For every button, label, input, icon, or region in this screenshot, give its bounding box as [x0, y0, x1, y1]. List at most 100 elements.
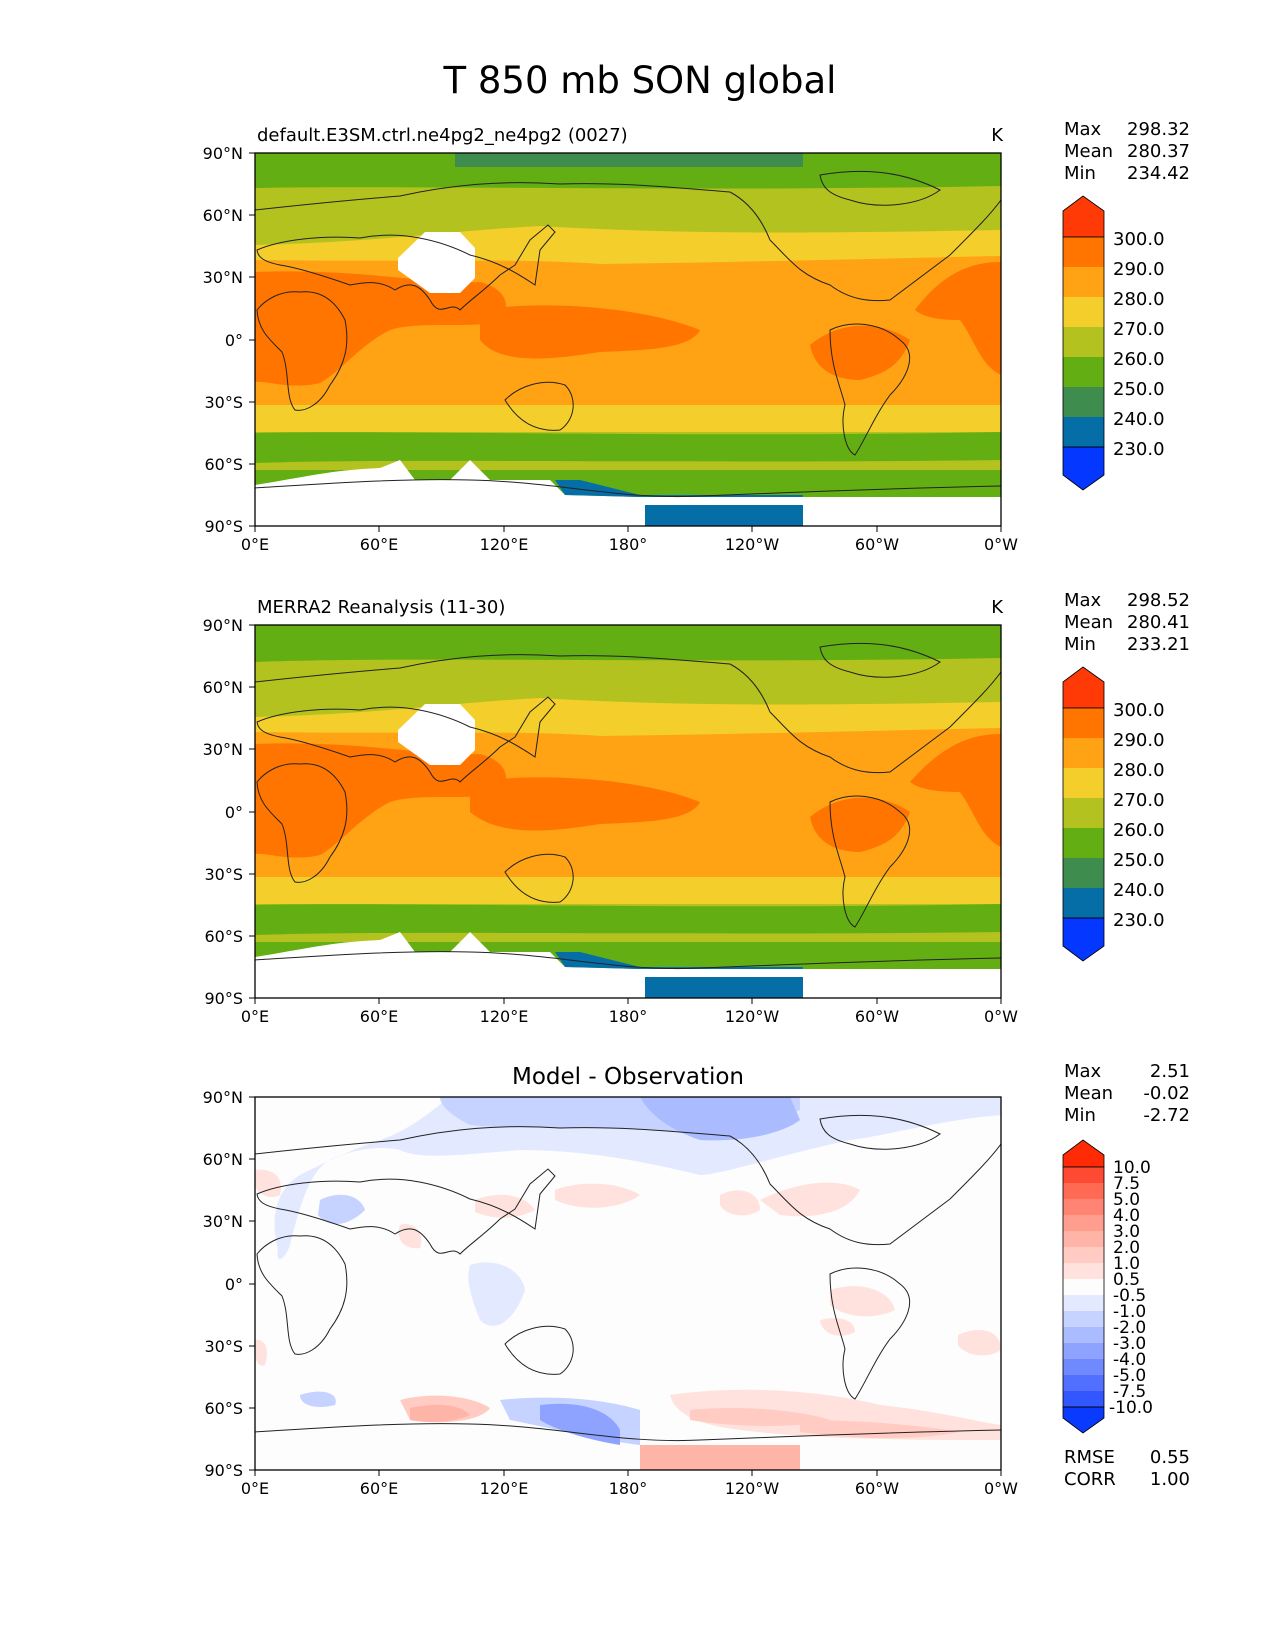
- colorbar-label: 270.0: [1113, 319, 1165, 340]
- x-axis: 0°E 60°E 120°E 180° 120°W 60°W 0°W: [241, 998, 1018, 1026]
- x-tick-label: 0°W: [984, 1479, 1018, 1498]
- colorbar-label: 3.0: [1113, 1222, 1140, 1242]
- x-axis: 0°E 60°E 120°E 180° 120°W 60°W 0°W: [241, 1470, 1018, 1498]
- panel-observation: MERRA2 Reanalysis (11-30) K: [203, 590, 1190, 1026]
- stat-value-corr: 1.00: [1150, 1469, 1190, 1490]
- x-tick-label: 180°: [609, 1479, 648, 1498]
- stat-label-mean: Mean: [1064, 1083, 1113, 1104]
- x-tick-label: 0°E: [241, 535, 269, 554]
- x-tick-label: 0°E: [241, 1479, 269, 1498]
- panel-units: K: [991, 597, 1004, 618]
- y-tick-label: 0°: [225, 331, 243, 350]
- stat-value-mean: 280.37: [1127, 141, 1190, 162]
- stat-label-min: Min: [1064, 1105, 1096, 1126]
- colorbar-label: 280.0: [1113, 760, 1165, 781]
- colorbar-label: 5.0: [1113, 1190, 1140, 1210]
- x-tick-label: 120°E: [480, 535, 529, 554]
- x-tick-label: 0°W: [984, 535, 1018, 554]
- colorbar-label: 240.0: [1113, 880, 1165, 901]
- stat-label-max: Max: [1064, 1061, 1102, 1082]
- colorbar-label: 250.0: [1113, 850, 1165, 871]
- x-tick-label: 120°W: [725, 1007, 780, 1026]
- stat-label-min: Min: [1064, 634, 1096, 655]
- error-stats-block: RMSE 0.55 CORR 1.00: [1064, 1447, 1190, 1490]
- colorbar-label: 290.0: [1113, 259, 1165, 280]
- stat-value-max: 298.32: [1127, 119, 1190, 140]
- x-axis: 0°E 60°E 120°E 180° 120°W 60°W 0°W: [241, 526, 1018, 554]
- stat-label-min: Min: [1064, 163, 1096, 184]
- colorbar-label: 290.0: [1113, 730, 1165, 751]
- figure-title: T 850 mb SON global: [443, 59, 837, 102]
- stat-label-max: Max: [1064, 590, 1102, 611]
- y-tick-label: 90°S: [204, 1461, 243, 1480]
- colorbar-label: 260.0: [1113, 820, 1165, 841]
- x-tick-label: 60°W: [855, 1007, 899, 1026]
- stat-value-mean: -0.02: [1143, 1083, 1190, 1104]
- panel-model: default.E3SM.ctrl.ne4pg2_ne4pg2 (0027) K: [203, 119, 1190, 554]
- colorbar: 10.0 7.5 5.0 4.0 3.0 2.0 1.0 0.5 -0.5 -1…: [1062, 1139, 1153, 1434]
- y-tick-label: 60°N: [203, 1150, 243, 1169]
- stats-block: Max 298.52 Mean 280.41 Min 233.21: [1064, 590, 1190, 655]
- y-tick-label: 30°N: [203, 1212, 243, 1231]
- colorbar-label: 10.0: [1113, 1158, 1151, 1178]
- stats-block: Max 2.51 Mean -0.02 Min -2.72: [1064, 1061, 1190, 1126]
- stat-value-min: -2.72: [1143, 1105, 1190, 1126]
- stat-value-mean: 280.41: [1127, 612, 1190, 633]
- colorbar-label: 280.0: [1113, 289, 1165, 310]
- temperature-map: [255, 153, 1001, 526]
- y-tick-label: 30°S: [204, 1337, 243, 1356]
- colorbar-label: -2.0: [1113, 1318, 1146, 1338]
- stat-value-rmse: 0.55: [1150, 1447, 1190, 1468]
- y-tick-label: 0°: [225, 803, 243, 822]
- y-tick-label: 60°S: [204, 927, 243, 946]
- colorbar-label: 230.0: [1113, 910, 1165, 931]
- panel-title-left: default.E3SM.ctrl.ne4pg2_ne4pg2 (0027): [257, 125, 628, 146]
- panel-title-center: Model - Observation: [512, 1064, 744, 1090]
- x-tick-label: 60°E: [360, 1007, 398, 1026]
- y-axis: 90°N 60°N 30°N 0° 30°S 60°S 90°S: [203, 616, 255, 1008]
- colorbar-label: 230.0: [1113, 439, 1165, 460]
- stat-label-mean: Mean: [1064, 141, 1113, 162]
- colorbar: 300.0 290.0 280.0 270.0 260.0 250.0 240.…: [1062, 666, 1165, 962]
- stat-value-min: 234.42: [1127, 163, 1190, 184]
- y-tick-label: 60°N: [203, 206, 243, 225]
- colorbar-label: 7.5: [1113, 1174, 1140, 1194]
- coastlines: [255, 642, 1001, 970]
- stat-label-mean: Mean: [1064, 612, 1113, 633]
- difference-map: [255, 1097, 1001, 1470]
- y-tick-label: 60°S: [204, 455, 243, 474]
- colorbar-label: -0.5: [1113, 1286, 1146, 1306]
- coastlines: [255, 170, 1001, 498]
- colorbar-label: -7.5: [1113, 1382, 1146, 1402]
- stat-value-max: 2.51: [1150, 1061, 1190, 1082]
- stat-value-min: 233.21: [1127, 634, 1190, 655]
- colorbar-label: 270.0: [1113, 790, 1165, 811]
- x-tick-label: 60°E: [360, 535, 398, 554]
- y-axis: 90°N 60°N 30°N 0° 30°S 60°S 90°S: [203, 144, 255, 536]
- coastlines: [255, 1114, 1001, 1442]
- colorbar-label: -4.0: [1113, 1350, 1146, 1370]
- colorbar-label: 4.0: [1113, 1206, 1140, 1226]
- x-tick-label: 60°W: [855, 1479, 899, 1498]
- y-tick-label: 90°N: [203, 144, 243, 163]
- colorbar-label: 1.0: [1113, 1254, 1140, 1274]
- colorbar-label: -5.0: [1113, 1366, 1146, 1386]
- stat-value-max: 298.52: [1127, 590, 1190, 611]
- x-tick-label: 180°: [609, 1007, 648, 1026]
- y-tick-label: 30°N: [203, 268, 243, 287]
- colorbar-label: 240.0: [1113, 409, 1165, 430]
- temperature-map: [255, 625, 1001, 998]
- colorbar-label: 2.0: [1113, 1238, 1140, 1258]
- y-tick-label: 30°S: [204, 865, 243, 884]
- y-axis: 90°N 60°N 30°N 0° 30°S 60°S 90°S: [203, 1088, 255, 1480]
- y-tick-label: 90°N: [203, 616, 243, 635]
- stat-label-rmse: RMSE: [1064, 1447, 1115, 1468]
- colorbar-label: -1.0: [1113, 1302, 1146, 1322]
- y-tick-label: 90°S: [204, 517, 243, 536]
- y-tick-label: 60°S: [204, 1399, 243, 1418]
- y-tick-label: 90°N: [203, 1088, 243, 1107]
- panel-units: K: [991, 125, 1004, 146]
- colorbar-label: 300.0: [1113, 700, 1165, 721]
- x-tick-label: 120°W: [725, 535, 780, 554]
